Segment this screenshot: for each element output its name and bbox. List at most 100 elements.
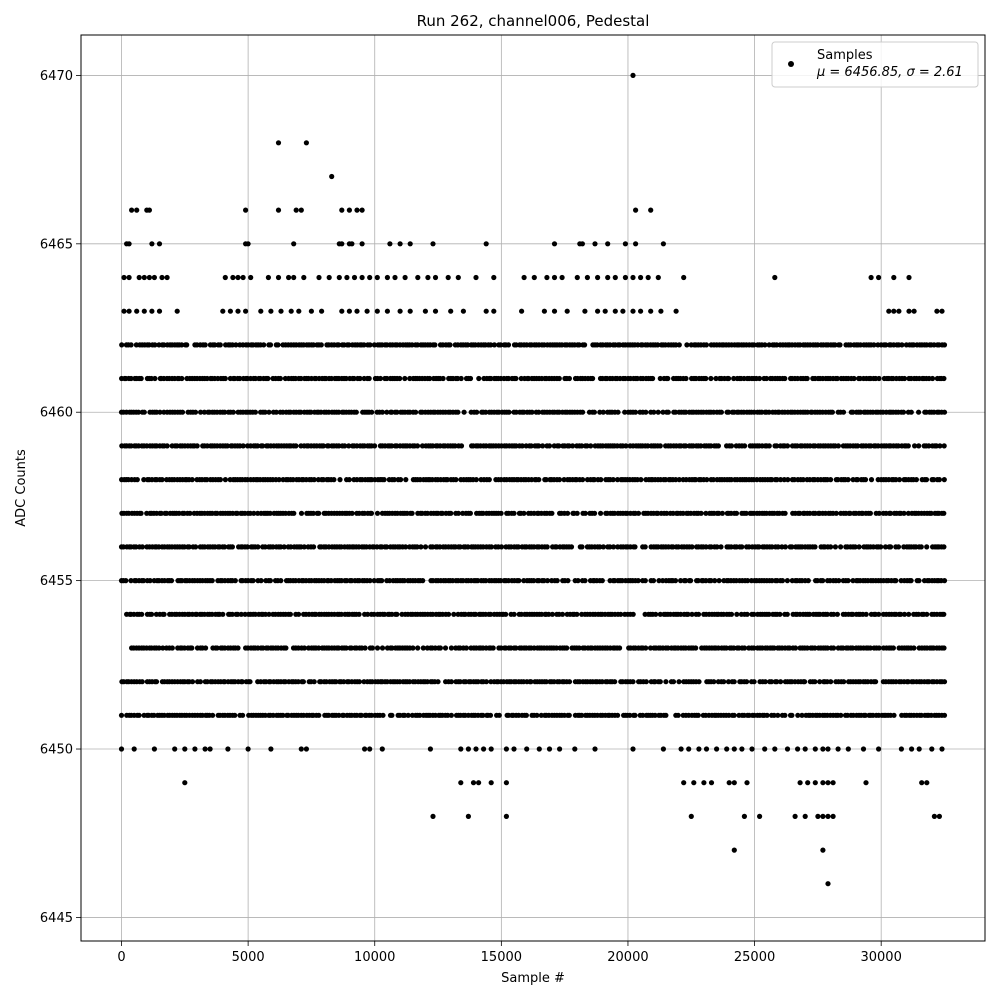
- data-point: [220, 308, 226, 314]
- data-point: [222, 409, 228, 415]
- data-point: [515, 544, 522, 550]
- data-point: [749, 746, 755, 752]
- data-point: [483, 679, 489, 685]
- data-point: [739, 544, 745, 550]
- data-point: [901, 375, 908, 382]
- data-point: [835, 443, 842, 449]
- data-point: [939, 308, 945, 314]
- data-point: [721, 679, 727, 685]
- data-point: [544, 578, 551, 584]
- data-point: [543, 477, 549, 483]
- data-point: [652, 712, 658, 718]
- data-point: [725, 679, 732, 685]
- data-point: [303, 746, 309, 752]
- data-point: [612, 308, 618, 314]
- data-point: [389, 712, 395, 718]
- data-point: [795, 712, 801, 718]
- data-point: [658, 308, 664, 314]
- data-point: [615, 712, 621, 718]
- data-point: [918, 544, 924, 550]
- data-point: [293, 443, 299, 449]
- data-point: [275, 274, 282, 281]
- data-point: [708, 375, 714, 382]
- data-point: [936, 477, 943, 483]
- data-point: [731, 746, 737, 752]
- data-point: [638, 308, 644, 314]
- data-point: [212, 342, 218, 348]
- data-point: [698, 510, 704, 516]
- data-point: [374, 510, 381, 516]
- data-point: [240, 712, 246, 718]
- data-point: [252, 409, 258, 415]
- data-point: [610, 544, 617, 550]
- data-point: [777, 611, 783, 617]
- data-point: [268, 746, 274, 752]
- data-point: [775, 544, 781, 550]
- data-point: [579, 544, 585, 550]
- data-point: [316, 510, 322, 516]
- data-point: [141, 274, 147, 281]
- data-point: [919, 780, 925, 786]
- data-point: [863, 780, 869, 786]
- data-point: [916, 443, 922, 449]
- data-point: [931, 477, 937, 483]
- data-point: [156, 308, 163, 314]
- data-point: [630, 72, 636, 78]
- data-point: [551, 308, 558, 314]
- data-point: [916, 578, 922, 584]
- data-point: [192, 409, 199, 415]
- data-point: [941, 342, 948, 348]
- data-point: [379, 645, 386, 651]
- data-point: [600, 544, 607, 550]
- data-point: [676, 679, 682, 685]
- data-point: [168, 578, 175, 584]
- data-point: [394, 611, 400, 617]
- data-point: [420, 645, 426, 651]
- data-point: [541, 308, 548, 314]
- data-point: [296, 308, 302, 314]
- data-point: [565, 510, 571, 516]
- data-point: [420, 578, 426, 584]
- data-point: [622, 241, 629, 247]
- data-point: [605, 274, 611, 281]
- data-point: [384, 308, 390, 314]
- data-point: [665, 409, 671, 415]
- data-point: [584, 443, 590, 449]
- data-point: [888, 544, 894, 550]
- data-point: [650, 578, 657, 584]
- data-point: [467, 510, 473, 516]
- data-point: [261, 342, 267, 348]
- data-point: [805, 578, 811, 584]
- data-point: [592, 241, 598, 247]
- data-point: [354, 308, 360, 314]
- data-point: [672, 578, 679, 584]
- data-point: [595, 274, 601, 281]
- data-point: [782, 712, 788, 718]
- data-point: [651, 409, 657, 415]
- data-point: [704, 477, 710, 483]
- data-point: [680, 510, 686, 516]
- data-point: [756, 544, 762, 550]
- data-point: [359, 241, 365, 247]
- data-point: [189, 645, 195, 651]
- data-point: [407, 241, 413, 247]
- data-point: [660, 241, 667, 247]
- data-point: [389, 443, 395, 449]
- data-point: [820, 847, 826, 853]
- data-point: [262, 544, 268, 550]
- data-point: [368, 510, 375, 516]
- data-point: [496, 712, 502, 718]
- data-point: [936, 813, 943, 820]
- data-point: [766, 409, 772, 415]
- data-point: [633, 241, 639, 247]
- data-point: [298, 207, 304, 213]
- data-point: [908, 409, 914, 415]
- data-point: [683, 375, 689, 382]
- data-point: [483, 409, 489, 415]
- data-point: [255, 544, 261, 550]
- data-point: [407, 308, 413, 314]
- data-point: [265, 274, 271, 281]
- data-point: [648, 308, 654, 314]
- data-point: [588, 443, 594, 449]
